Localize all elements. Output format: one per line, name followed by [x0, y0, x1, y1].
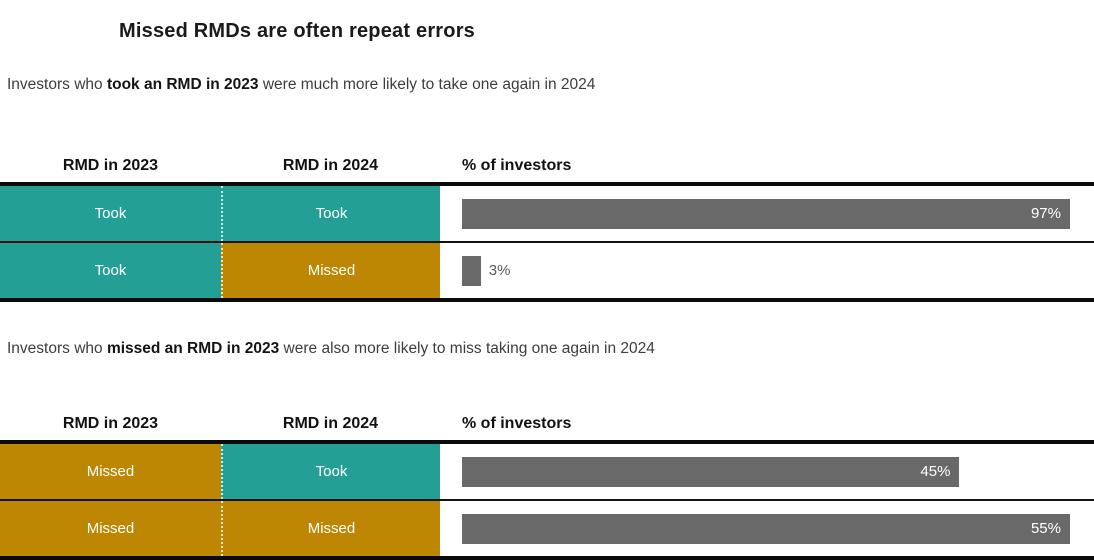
table-row: Missed Missed 55% [0, 499, 1094, 556]
bar: 3% [462, 255, 510, 286]
table-grid: Took Took 97% Took Missed 3% [0, 182, 1094, 302]
cell-rmd-2024: Took [221, 444, 440, 499]
subtitle-took-suffix: were much more likely to take one again … [258, 76, 596, 93]
table-missed-2023: RMD in 2023 RMD in 2024 % of investors M… [0, 408, 1094, 560]
bar-track: 45% [462, 444, 1070, 499]
cell-rmd-2023: Missed [0, 501, 221, 556]
bar: 55% [462, 513, 1070, 544]
cell-rmd-2023: Took [0, 186, 221, 241]
column-header-pct-investors: % of investors [462, 157, 572, 174]
column-header-rmd-2023: RMD in 2023 [62, 415, 159, 432]
table-header-row: RMD in 2023 RMD in 2024 % of investors [0, 408, 1094, 440]
bar-track: 55% [462, 501, 1070, 556]
bar: 45% [462, 456, 960, 487]
subtitle-missed-prefix: Investors who [7, 340, 107, 357]
table-header-row: RMD in 2023 RMD in 2024 % of investors [0, 150, 1094, 182]
subtitle-took: Investors who took an RMD in 2023 were m… [7, 76, 595, 94]
subtitle-missed-suffix: were also more likely to miss taking one… [279, 340, 655, 357]
cell-rmd-2023: Missed [0, 444, 221, 499]
page-title: Missed RMDs are often repeat errors [119, 20, 476, 42]
subtitle-took-prefix: Investors who [7, 76, 107, 93]
column-header-pct-investors: % of investors [462, 415, 572, 432]
table-row: Missed Took 45% [0, 444, 1094, 499]
bar-track: 97% [462, 186, 1070, 241]
bar-value-label: 45% [920, 463, 951, 480]
table-grid: Missed Took 45% Missed Missed 55% [0, 440, 1094, 560]
bar-value-label: 3% [488, 262, 511, 279]
column-header-rmd-2024: RMD in 2024 [282, 157, 379, 174]
column-header-rmd-2023: RMD in 2023 [62, 157, 159, 174]
bar-value-label: 97% [1030, 205, 1061, 222]
bar-track: 3% [462, 243, 1070, 298]
subtitle-took-bold: took an RMD in 2023 [106, 76, 259, 93]
column-header-rmd-2024: RMD in 2024 [282, 415, 379, 432]
bar-value-label: 55% [1030, 520, 1061, 537]
cell-rmd-2023: Took [0, 243, 221, 298]
cell-rmd-2024: Took [221, 186, 440, 241]
cell-rmd-2024: Missed [221, 243, 440, 298]
table-took-2023: RMD in 2023 RMD in 2024 % of investors T… [0, 150, 1094, 302]
bar: 97% [462, 198, 1070, 229]
table-row: Took Missed 3% [0, 241, 1094, 298]
cell-rmd-2024: Missed [221, 501, 440, 556]
subtitle-missed: Investors who missed an RMD in 2023 were… [7, 340, 655, 358]
subtitle-missed-bold: missed an RMD in 2023 [106, 340, 280, 357]
table-row: Took Took 97% [0, 186, 1094, 241]
